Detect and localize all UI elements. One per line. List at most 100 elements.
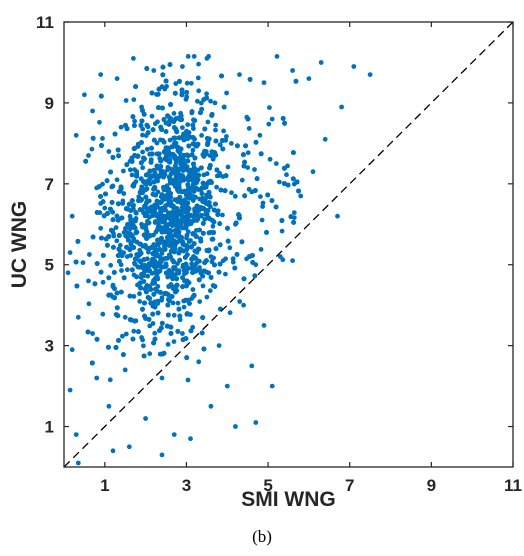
scatter-point [100,253,106,258]
scatter-point [110,217,116,223]
scatter-point [335,213,340,219]
scatter-point [86,278,91,284]
scatter-point [225,238,231,244]
scatter-point [221,104,227,110]
scatter-point [131,146,137,152]
scatter-point [279,228,285,234]
scatter-point [187,186,193,191]
scatter-point [211,150,217,155]
scatter-point [200,152,206,158]
scatter-point [172,222,178,228]
scatter-point [210,156,216,162]
scatter-point [73,132,79,138]
scatter-point [172,90,178,96]
scatter-point [172,244,178,249]
scatter-point [144,66,150,71]
scatter-point [121,275,127,281]
scatter-point [73,432,79,437]
scatter-point [223,256,229,262]
scatter-point [191,292,197,298]
scatter-point [189,152,195,158]
scatter-point [167,174,172,180]
scatter-point [174,239,180,245]
scatter-point [196,258,201,264]
scatter-point [94,261,100,266]
scatter-point [202,196,208,202]
scatter-point [298,193,304,199]
scatter-point [261,80,267,86]
scatter-point [136,329,141,335]
scatter-point [123,331,129,337]
scatter-point [165,312,171,318]
scatter-point [203,149,209,155]
scatter-point [206,202,212,207]
scatter-point [241,276,247,282]
scatter-point [106,275,112,281]
scatter-point [285,182,291,188]
scatter-point [204,95,210,101]
scatter-point [94,336,100,342]
scatter-point [150,191,156,197]
scatter-point [140,306,145,312]
scatter-point [184,355,190,361]
scatter-point [151,68,157,73]
scatter-point [218,187,224,193]
scatter-point [124,162,130,168]
scatter-point [221,128,227,134]
scatter-point [67,387,73,393]
scatter-point [185,54,191,59]
scatter-point [149,145,154,151]
scatter-point [154,163,160,169]
scatter-point [140,337,146,343]
scatter-point [123,226,128,231]
scatter-point [159,194,164,200]
scatter-point [183,270,189,275]
scatter-point [124,267,130,273]
scatter-point [214,167,220,173]
scatter-point [145,178,151,184]
scatter-point [167,198,172,204]
scatter-point [187,134,193,140]
scatter-point [179,117,185,122]
scatter-point [197,227,202,233]
scatter-point [261,323,267,328]
scatter-point [252,273,258,279]
scatter-point [106,149,112,154]
scatter-point [215,212,221,218]
scatter-point [114,290,120,296]
scatter-point [137,258,142,264]
scatter-point [121,191,127,196]
scatter-point [166,186,171,192]
scatter-point [159,127,165,132]
scatter-point [207,163,213,168]
scatter-point [259,217,265,223]
scatter-point [171,111,177,116]
x-axis-label: SMI WNG [241,488,336,511]
scatter-point [139,265,145,270]
scatter-point [144,146,150,152]
scatter-point [185,153,191,159]
scatter-point [184,80,190,86]
scatter-point [131,294,137,299]
scatter-point [171,205,177,210]
scatter-point [183,224,189,230]
scatter-point [177,79,182,84]
scatter-point [130,206,136,212]
scatter-point [182,255,188,260]
scatter-point [242,159,248,165]
scatter-point [155,204,161,210]
scatter-point [148,287,154,292]
scatter-point [137,299,143,304]
scatter-point [175,329,181,334]
scatter-point [202,185,208,190]
scatter-point [293,78,299,84]
scatter-point [249,363,255,369]
scatter-point [140,149,146,155]
scatter-point [185,244,191,250]
scatter-point [237,72,242,77]
scatter-point [176,270,182,276]
scatter-point [157,246,163,252]
scatter-point [163,129,169,135]
scatter-point [143,233,148,239]
scatter-point [73,259,79,265]
